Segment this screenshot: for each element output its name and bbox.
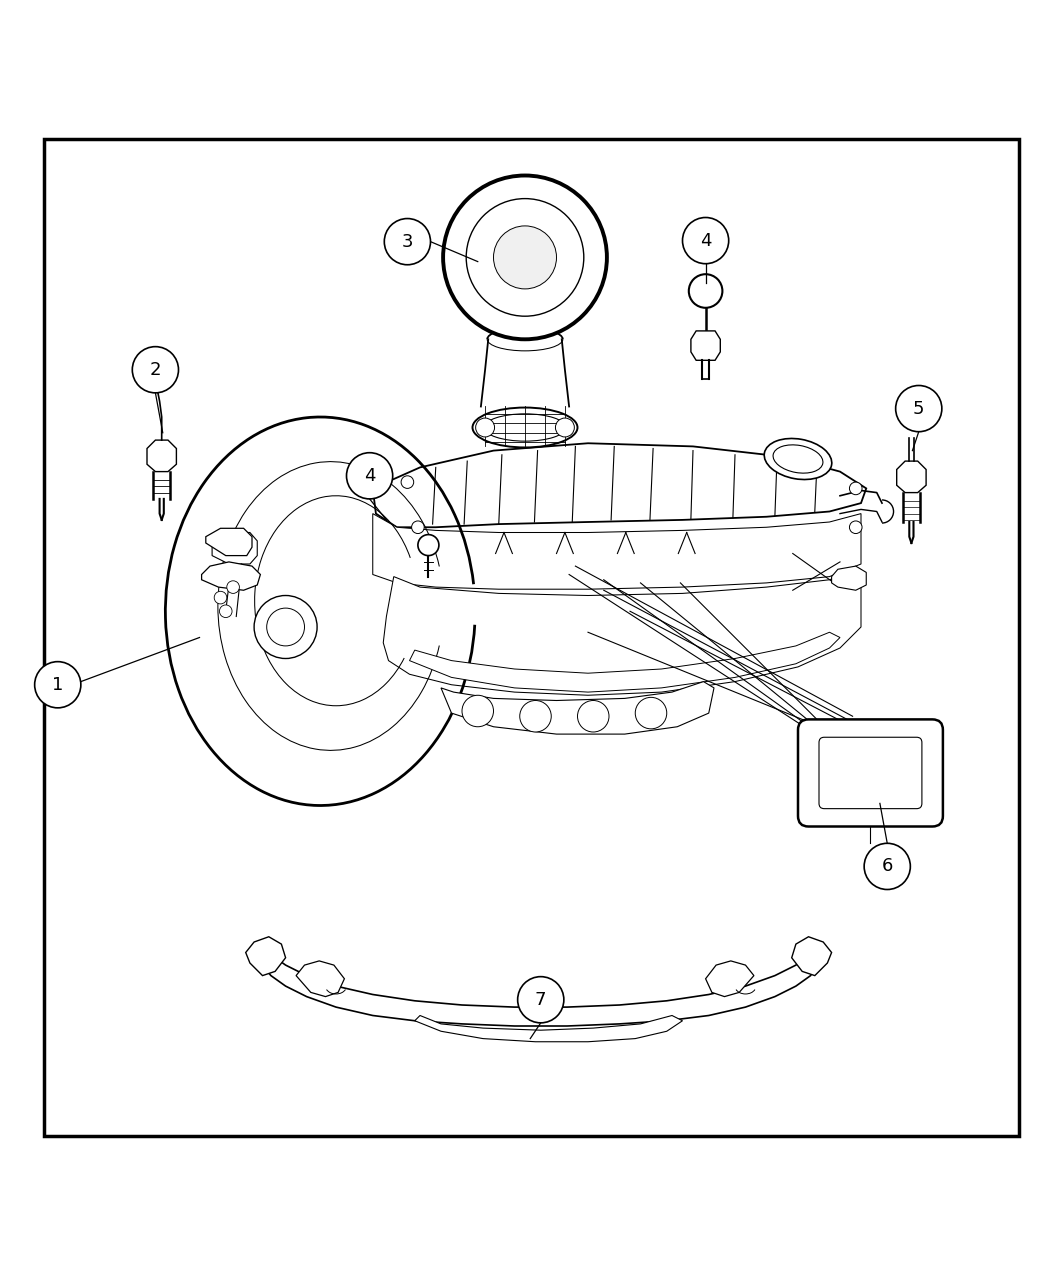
Polygon shape [147, 440, 176, 472]
Circle shape [849, 521, 862, 533]
Text: 1: 1 [52, 676, 63, 694]
Polygon shape [706, 961, 754, 997]
Circle shape [476, 418, 495, 437]
Circle shape [494, 226, 556, 289]
Circle shape [555, 418, 574, 437]
Text: 2: 2 [150, 361, 161, 379]
Text: 6: 6 [882, 857, 892, 876]
Circle shape [346, 453, 393, 499]
Polygon shape [383, 569, 861, 695]
Polygon shape [373, 444, 866, 528]
Circle shape [219, 604, 232, 617]
Circle shape [384, 218, 430, 265]
Circle shape [466, 199, 584, 316]
Text: 5: 5 [914, 399, 924, 418]
Text: 4: 4 [364, 467, 375, 484]
Polygon shape [441, 682, 714, 734]
Circle shape [462, 695, 493, 727]
Ellipse shape [773, 445, 823, 473]
Circle shape [635, 697, 667, 729]
Circle shape [689, 274, 722, 307]
Circle shape [132, 347, 179, 393]
Circle shape [214, 592, 227, 604]
Circle shape [418, 534, 439, 556]
FancyBboxPatch shape [798, 719, 943, 826]
Circle shape [578, 700, 609, 732]
Text: 4: 4 [700, 232, 711, 250]
Polygon shape [415, 1015, 682, 1042]
FancyBboxPatch shape [819, 737, 922, 808]
Circle shape [518, 977, 564, 1023]
Polygon shape [206, 528, 252, 556]
Polygon shape [296, 961, 344, 997]
Circle shape [520, 700, 551, 732]
Polygon shape [202, 562, 260, 590]
Ellipse shape [764, 439, 832, 479]
Polygon shape [260, 955, 817, 1026]
Polygon shape [410, 632, 840, 692]
Circle shape [896, 385, 942, 432]
Circle shape [227, 581, 239, 593]
Circle shape [443, 176, 607, 339]
Polygon shape [832, 566, 866, 590]
Ellipse shape [472, 408, 578, 448]
Circle shape [864, 843, 910, 890]
Circle shape [849, 482, 862, 495]
Text: 7: 7 [536, 991, 546, 1009]
Circle shape [254, 595, 317, 658]
Ellipse shape [484, 414, 566, 441]
Circle shape [682, 218, 729, 264]
Circle shape [412, 521, 424, 533]
Polygon shape [897, 462, 926, 492]
Polygon shape [212, 533, 257, 564]
Circle shape [267, 608, 304, 646]
Polygon shape [373, 514, 861, 589]
Polygon shape [691, 332, 720, 361]
Polygon shape [246, 937, 286, 975]
Circle shape [401, 476, 414, 488]
Text: 3: 3 [402, 232, 413, 251]
Circle shape [35, 662, 81, 708]
Polygon shape [792, 937, 832, 975]
